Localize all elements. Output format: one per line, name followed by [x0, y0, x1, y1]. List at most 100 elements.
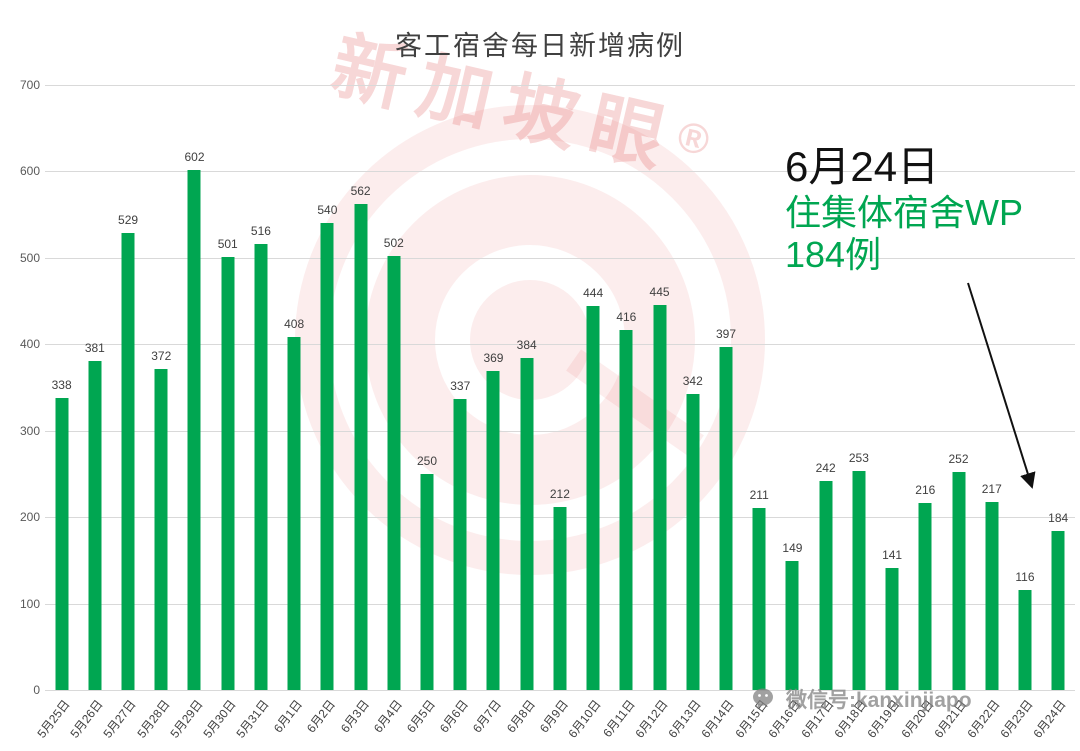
- bar-value-label: 242: [815, 460, 836, 475]
- bar-value-label: 338: [51, 377, 72, 392]
- wechat-id-text: 微信号:kanxinjiapo: [786, 689, 972, 712]
- bar: [354, 204, 368, 690]
- bar-column: 342 6月13日: [666, 85, 709, 740]
- x-axis-tick-label: 5月28日: [134, 697, 173, 741]
- x-axis-tick-label: 6月11日: [599, 697, 638, 740]
- y-axis-tick-label: 700: [19, 78, 40, 92]
- bar-value-label: 369: [483, 351, 504, 366]
- x-axis-tick-label: 6月1日: [271, 697, 306, 736]
- bar-column: 416 6月11日: [600, 85, 643, 739]
- bar-value-label: 540: [317, 203, 338, 218]
- bar-column: 250 6月5日: [404, 85, 443, 735]
- bar: [952, 472, 966, 690]
- x-axis-tick-label: 6月23日: [997, 697, 1036, 741]
- plot-area: 0 100 200 300 400 500 600 700 338 5月25日 381 5月26日 5…: [20, 78, 1075, 741]
- bar: [287, 337, 301, 690]
- x-axis-tick-label: 6月24日: [1030, 697, 1070, 741]
- bar-column: 212 6月9日: [537, 85, 576, 736]
- bar-value-label: 416: [616, 310, 637, 325]
- x-axis-tick-label: 5月26日: [67, 697, 106, 741]
- x-axis-tick-label: 6月6日: [437, 697, 472, 736]
- annotation-date: 6月24日: [785, 143, 940, 190]
- bar-column: 445 6月12日: [632, 85, 676, 740]
- bar: [619, 330, 633, 690]
- bar: [1018, 589, 1032, 690]
- bar-column: 217 6月22日: [965, 85, 1008, 740]
- bar-value-label: 212: [549, 486, 570, 501]
- bar: [486, 371, 500, 690]
- bar: [420, 473, 434, 690]
- bar-column: 516 5月31日: [234, 85, 277, 741]
- bar: [154, 368, 168, 690]
- x-axis-tick-label: 6月10日: [565, 697, 605, 741]
- x-axis-tick-label: 6月13日: [665, 697, 704, 741]
- bar-value-label: 602: [184, 149, 205, 164]
- bar-column: 149 6月16日: [765, 85, 809, 740]
- annotation-arrow: [967, 282, 1036, 489]
- annotation-value: 184例: [785, 234, 882, 276]
- gridline: [45, 257, 1075, 259]
- x-axis-tick-label: 6月12日: [632, 697, 671, 741]
- x-axis-tick-label: 5月25日: [34, 697, 73, 741]
- bar-value-label: 516: [250, 224, 271, 239]
- x-axis-tick-label: 6月2日: [304, 697, 339, 736]
- bar-value-label: 408: [284, 317, 305, 332]
- x-axis-tick-label: 6月8日: [503, 697, 538, 736]
- bar-column: 252 6月21日: [931, 85, 975, 740]
- bar-column: 444 6月10日: [566, 85, 610, 740]
- bar-value-label: 445: [649, 285, 670, 300]
- bar-value-label: 502: [383, 236, 404, 251]
- bar-value-label: 141: [882, 548, 903, 563]
- bar-column: 253 6月18日: [832, 85, 875, 740]
- gridline: [45, 171, 1075, 173]
- bar-column: 369 6月7日: [470, 85, 510, 735]
- bar: [918, 503, 932, 690]
- bar-column: 502 6月4日: [371, 85, 410, 735]
- bar: [653, 305, 667, 690]
- bar: [1051, 530, 1065, 690]
- y-axis-tick-label: 600: [19, 164, 40, 179]
- bar-column: 501 5月30日: [201, 85, 244, 741]
- bar-value-label: 253: [848, 451, 869, 466]
- y-axis-tick-label: 100: [19, 596, 40, 611]
- gridline: [45, 690, 1075, 691]
- bar-column: 384 6月8日: [504, 85, 543, 735]
- bar-value-label: 252: [948, 452, 969, 467]
- annotation-label: 住集体宿舍WP: [785, 191, 1023, 233]
- bar: [221, 257, 235, 690]
- bar-value-label: 149: [782, 541, 803, 556]
- bar: [852, 471, 866, 690]
- bar: [719, 346, 733, 690]
- bar-column: 211 6月15日: [732, 85, 776, 741]
- y-axis-tick-label: 200: [19, 510, 40, 525]
- bar: [387, 256, 401, 690]
- bar: [254, 244, 268, 690]
- bar: [752, 507, 766, 690]
- bar-value-label: 217: [981, 482, 1002, 497]
- bar: [819, 480, 833, 690]
- bar-column: 562 6月3日: [337, 85, 377, 735]
- x-axis-tick-label: 6月4日: [370, 697, 405, 736]
- gridline: [45, 85, 1075, 86]
- bar-column: 372 5月28日: [134, 85, 178, 741]
- bar-value-label: 211: [749, 487, 769, 502]
- x-axis-tick-label: 6月7日: [470, 697, 505, 736]
- wechat-watermark: 微信号:kanxinjiapo: [752, 684, 972, 714]
- bar: [985, 502, 999, 690]
- bar-column: 397 6月14日: [699, 85, 742, 741]
- bar-value-label: 116: [1015, 569, 1035, 584]
- x-axis-tick-label: 5月30日: [200, 697, 239, 741]
- wechat-icon: [753, 688, 773, 709]
- bar: [55, 397, 69, 690]
- bar-column: 540 6月2日: [304, 85, 344, 735]
- y-axis-tick-label: 500: [19, 250, 40, 265]
- bar-column: 602 5月29日: [167, 85, 211, 741]
- x-axis-tick-label: 6月14日: [698, 697, 737, 741]
- x-axis-tick-label: 5月31日: [233, 697, 272, 741]
- bar-value-label: 184: [1048, 510, 1069, 525]
- bar: [520, 358, 534, 690]
- chart-title: 客工宿舍每日新增病例: [395, 31, 685, 61]
- bar-column: 337 6月6日: [437, 85, 477, 736]
- bar: [121, 232, 135, 690]
- x-axis-tick-label: 6月3日: [337, 697, 372, 736]
